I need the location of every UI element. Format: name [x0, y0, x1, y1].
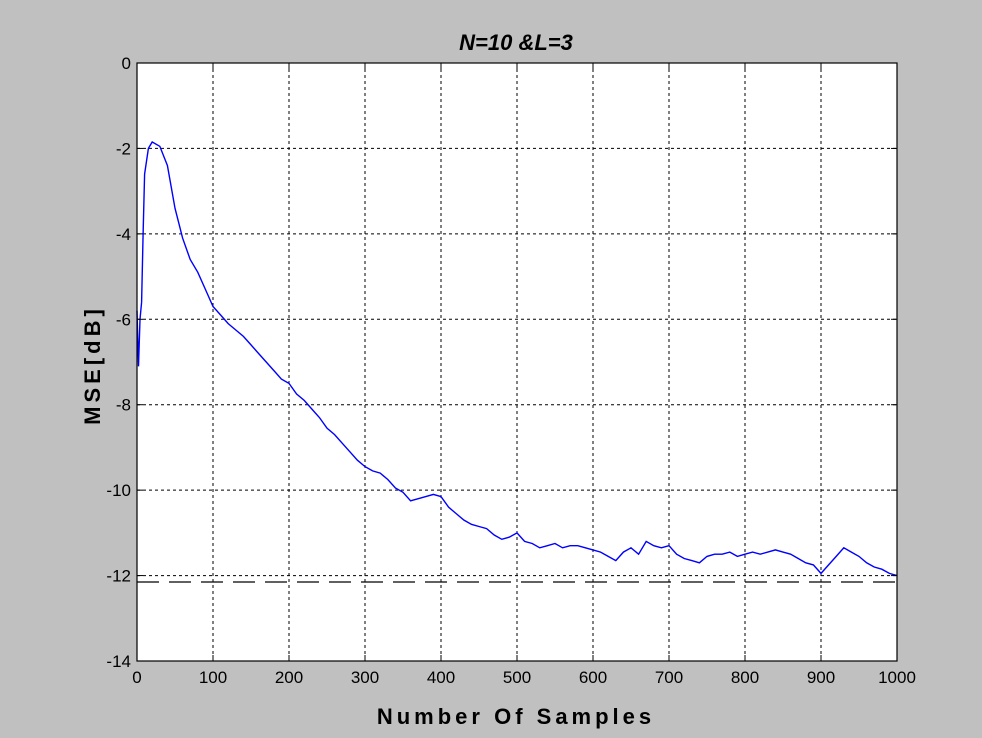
x-tick-label: 1000 — [878, 668, 916, 687]
x-axis-label: Number Of Samples — [377, 704, 655, 729]
y-tick-label: -10 — [106, 481, 131, 500]
plot-area — [137, 63, 897, 661]
y-tick-label: -12 — [106, 567, 131, 586]
y-tick-label: -14 — [106, 652, 131, 671]
y-tick-label: -6 — [116, 310, 131, 329]
x-tick-label: 300 — [351, 668, 379, 687]
ticks: 0 100 200 300 400 500 600 700 800 900 1000 0 -2 -4 -6 -… — [106, 54, 915, 687]
x-tick-label: 500 — [503, 668, 531, 687]
x-tick-label: 700 — [655, 668, 683, 687]
y-tick-label: 0 — [122, 54, 131, 73]
x-tick-label: 600 — [579, 668, 607, 687]
y-axis-label: MSE[dB] — [80, 305, 105, 425]
y-tick-label: -2 — [116, 139, 131, 158]
mse-curve — [136, 141, 898, 577]
y-tick-label: -4 — [116, 225, 131, 244]
x-tick-label: 400 — [427, 668, 455, 687]
x-tick-label: 100 — [199, 668, 227, 687]
grid-lines — [137, 63, 897, 661]
series-layer — [136, 141, 898, 583]
y-tick-label: -8 — [116, 396, 131, 415]
chart-title: N=10 &L=3 — [459, 30, 573, 55]
x-tick-label: 800 — [731, 668, 759, 687]
x-tick-label: 900 — [807, 668, 835, 687]
x-tick-label: 0 — [132, 668, 141, 687]
x-tick-label: 200 — [275, 668, 303, 687]
